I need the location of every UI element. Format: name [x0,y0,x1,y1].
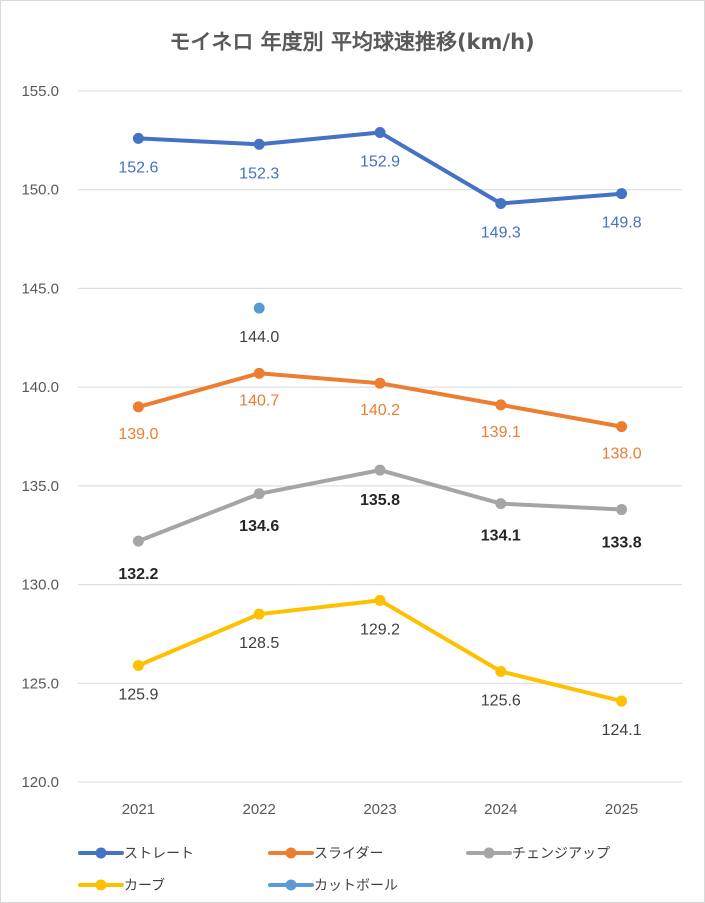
y-tick-label: 130.0 [21,577,59,594]
data-label: 152.6 [118,159,158,176]
legend-label: スライダー [314,846,383,862]
data-label: 149.3 [481,225,521,242]
y-tick-label: 150.0 [21,182,59,199]
data-label: 139.0 [118,426,158,443]
x-tick-label: 2022 [243,801,276,818]
legend-label: ストレート [124,846,194,862]
x-tick-label: 2023 [363,801,396,818]
legend-marker [285,847,297,859]
y-axis-ticks: 120.0 125.0 130.0 135.0 140.0 145.0 150.0 155.0 [21,83,59,791]
data-point [495,665,507,677]
legend-marker [483,847,495,859]
series-lines [132,126,628,707]
data-point [616,421,628,433]
data-point [253,367,265,379]
data-point [495,198,507,210]
data-point [253,302,265,314]
data-label: 144.0 [239,329,279,346]
data-label: 125.9 [118,687,158,704]
data-point [374,377,386,389]
data-point [132,535,144,547]
chart-title: モイネロ 年度別 平均球速推移(km/h) [169,30,534,54]
legend-marker [285,879,297,891]
legend-marker [95,879,107,891]
data-label: 152.3 [239,165,279,182]
data-point [253,138,265,150]
data-point [616,504,628,516]
data-point [132,660,144,672]
legend-item: ストレート [78,846,194,862]
data-point [374,464,386,476]
data-point [374,594,386,606]
legend-label: チェンジアップ [512,846,610,862]
data-point [253,488,265,500]
y-tick-label: 120.0 [21,774,59,791]
data-point [616,188,628,200]
legend-marker [95,847,107,859]
legend-label: カットボール [314,878,398,894]
data-point [132,401,144,413]
legend-item: カットボール [268,878,398,894]
data-point [616,695,628,707]
data-label: 135.8 [360,492,400,509]
data-label: 140.7 [239,392,279,409]
data-labels: 152.6 152.3 152.9 149.3 149.8 139.0 140.7 140.2… [118,153,641,739]
data-point [132,132,144,144]
legend-item: カーブ [78,877,165,894]
x-tick-label: 2025 [605,801,638,818]
data-label: 138.0 [602,446,642,463]
data-label: 134.1 [481,528,521,545]
data-label: 140.2 [360,402,400,419]
data-label: 133.8 [602,535,642,552]
data-label: 152.9 [360,153,400,170]
data-point [495,399,507,411]
data-point [253,608,265,620]
y-tick-label: 155.0 [21,83,59,100]
data-label: 125.6 [481,692,521,709]
series-line [136,598,624,704]
data-label: 128.5 [239,635,279,652]
data-label: 129.2 [360,621,400,638]
x-axis-ticks: 2021 2022 2023 2024 2025 [122,801,639,818]
data-label: 139.1 [481,424,521,441]
data-point [495,498,507,510]
data-point [374,126,386,138]
data-label: 149.8 [602,215,642,232]
x-tick-label: 2024 [484,801,517,818]
legend-item: チェンジアップ [466,846,610,862]
data-label: 134.6 [239,518,279,535]
y-tick-label: 125.0 [21,675,59,692]
data-label: 132.2 [118,566,158,583]
y-tick-label: 135.0 [21,478,59,495]
legend-item: スライダー [268,846,383,862]
x-tick-label: 2021 [122,801,155,818]
y-tick-label: 140.0 [21,379,59,396]
data-label: 124.1 [602,722,642,739]
y-tick-label: 145.0 [21,280,59,297]
legend-label: カーブ [124,877,165,894]
